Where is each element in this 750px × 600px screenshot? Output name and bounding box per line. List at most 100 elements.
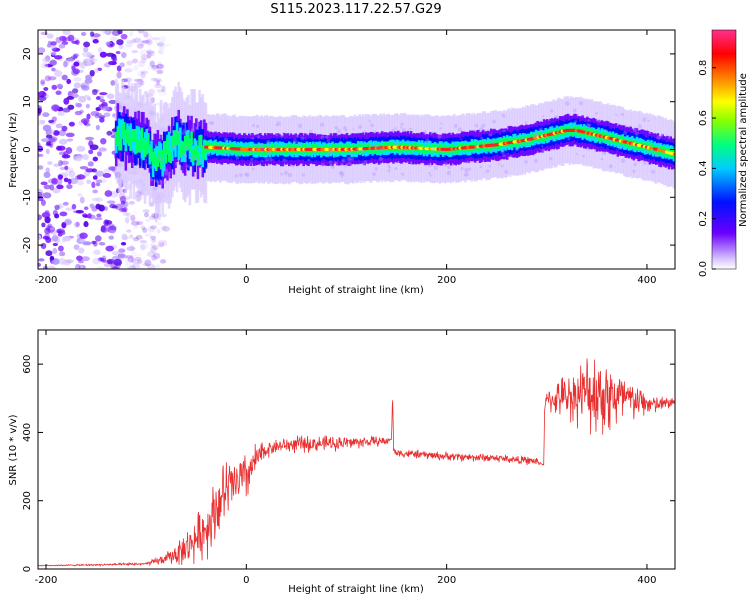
noise-speck	[42, 192, 52, 199]
noise-speck	[73, 210, 82, 214]
ridge-cell	[137, 139, 140, 153]
noise-speck	[161, 85, 166, 93]
noise-speck	[57, 233, 63, 237]
ridge-speck	[292, 165, 295, 168]
noise-speck	[44, 216, 51, 224]
ridge-cell	[119, 119, 123, 140]
ridge-speck	[361, 142, 364, 145]
ridge-speck	[292, 139, 298, 144]
noise-speck	[43, 184, 51, 190]
noise-speck	[95, 197, 104, 202]
ridge-speck	[235, 156, 240, 160]
noise-speck	[75, 209, 84, 214]
noise-speck	[94, 68, 99, 73]
noise-speck	[104, 30, 112, 35]
ridge-speck	[525, 141, 529, 145]
noise-speck	[119, 195, 127, 203]
noise-speck	[128, 200, 135, 205]
noise-speck	[74, 155, 83, 162]
ridge-speck	[360, 149, 364, 152]
noise-speck	[118, 248, 126, 253]
ridge-cell	[201, 129, 205, 161]
noise-speck	[132, 209, 138, 216]
noise-speck	[64, 165, 69, 171]
ridge-speck	[164, 172, 169, 176]
noise-speck	[44, 75, 51, 82]
y-tick-label: 600	[22, 355, 33, 374]
noise-speck	[156, 88, 164, 93]
ridge-speck	[502, 154, 506, 158]
noise-speck	[57, 110, 65, 116]
noise-speck	[41, 222, 46, 228]
noise-speck	[49, 59, 57, 66]
noise-speck	[102, 173, 112, 178]
ridge-speck	[660, 133, 664, 137]
ridge-speck	[533, 159, 538, 164]
ridge-speck	[428, 171, 431, 175]
noise-speck	[123, 45, 132, 50]
ridge-speck	[464, 174, 467, 177]
noise-speck	[81, 31, 87, 36]
ridge-cell	[182, 122, 185, 155]
noise-speck	[85, 136, 94, 141]
noise-speck	[133, 225, 139, 230]
snr-marks	[38, 358, 675, 568]
ridge-speck	[339, 170, 344, 175]
ridge-speck	[597, 118, 601, 123]
ridge-speck	[207, 153, 211, 157]
ridge-speck	[286, 147, 290, 150]
noise-speck	[126, 246, 136, 251]
noise-speck	[127, 255, 134, 263]
ridge-speck	[250, 157, 254, 161]
noise-speck	[151, 239, 157, 243]
noise-speck	[79, 232, 88, 239]
noise-speck	[89, 69, 95, 77]
ridge-speck	[330, 164, 336, 169]
noise-speck	[95, 179, 103, 184]
ridge-cell	[183, 142, 187, 163]
ridge-speck	[633, 162, 637, 167]
ridge-cell	[169, 150, 173, 164]
noise-speck	[55, 123, 63, 129]
ridge-speck	[394, 127, 397, 130]
ridge-speck	[474, 123, 479, 128]
noise-speck	[65, 132, 75, 138]
noise-speck	[71, 65, 76, 71]
ridge-speck	[267, 151, 273, 157]
noise-speck	[56, 184, 64, 190]
ridge-speck	[551, 136, 555, 140]
noise-speck	[137, 30, 145, 34]
ridge-speck	[501, 113, 506, 118]
ridge-speck	[239, 173, 243, 178]
spectrogram-ylabel: Frequency (Hz)	[8, 112, 19, 188]
noise-speck	[147, 64, 152, 70]
noise-speck	[112, 56, 117, 63]
noise-speck	[111, 56, 118, 62]
ridge-speck	[159, 158, 164, 162]
ridge-speck	[646, 150, 650, 154]
noise-speck	[83, 221, 89, 228]
noise-speck	[86, 179, 91, 185]
noise-speck	[133, 37, 142, 44]
ridge-speck	[548, 156, 553, 161]
noise-speck	[145, 33, 153, 40]
noise-speck	[125, 196, 131, 201]
noise-speck	[54, 70, 63, 77]
noise-speck	[136, 259, 143, 264]
ridge-speck	[637, 124, 643, 129]
ridge-cell	[190, 142, 193, 163]
noise-speck	[40, 199, 46, 206]
ridge-cell	[180, 140, 184, 154]
noise-speck	[50, 41, 57, 46]
spectrogram-axes: -200 0 200 400 -20 -10 0 10 20	[22, 30, 675, 286]
ridge-speck	[623, 130, 628, 135]
noise-speck	[99, 51, 107, 58]
noise-speck	[109, 229, 116, 234]
noise-speck	[136, 221, 144, 226]
ridge-cell	[121, 124, 124, 138]
ridge-speck	[341, 159, 344, 163]
ridge-cell	[134, 134, 137, 155]
ridge-speck	[297, 123, 303, 129]
ridge-speck	[181, 131, 186, 136]
ridge-speck	[534, 133, 540, 138]
